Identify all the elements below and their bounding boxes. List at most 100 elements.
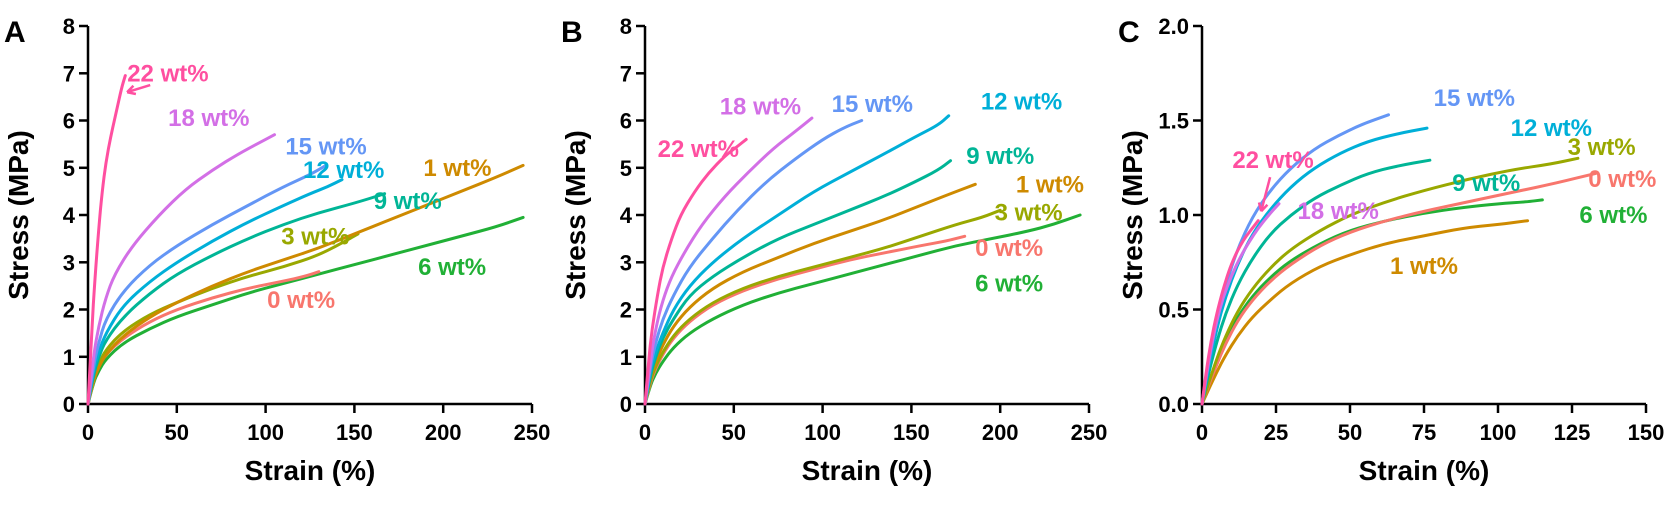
y-tick-label: 5 [620,156,632,181]
y-tick-label: 6 [63,109,75,134]
curve-22wt [1200,219,1260,406]
curve-9wt [643,159,952,406]
y-axis-title: Stress (MPa) [560,130,591,300]
y-tick-label: 1 [63,345,75,370]
series-label-18wt: 18 wt% [1298,198,1379,225]
y-tick-label: 8 [63,14,75,39]
series-label-15wt: 15 wt% [285,134,366,161]
annotation-arrow-head-22wt [126,90,137,96]
annotation-arrow-head-22wt [1257,202,1263,212]
curve-1wt [1200,219,1530,406]
series-label-3wt: 3 wt% [995,200,1063,227]
y-tick-label: 3 [63,250,75,275]
x-tick-label: 250 [514,420,551,445]
y-axis-title: Stress (MPa) [3,130,34,300]
y-tick-label: 1.0 [1158,203,1189,228]
x-axis-title: Strain (%) [245,455,376,486]
annotation-arrow-22wt [1259,176,1272,212]
y-tick-label: 7 [63,61,75,86]
x-tick-label: 100 [804,420,841,445]
series-label-1wt: 1 wt% [1390,253,1458,280]
y-tick-label: 0 [620,392,632,417]
series-label-18wt: 18 wt% [168,105,249,132]
curve-18wt [86,133,276,406]
y-tick-label: 5 [63,156,75,181]
chart-b: 0 50 100 150 200 250 0 1 2 3 4 5 6 7 8 Strain (%) Stress… [560,14,1108,486]
curve-1wt [86,163,525,406]
y-tick-label: 1 [620,345,632,370]
curve-15wt [643,119,864,406]
series-label-12wt: 12 wt% [981,89,1062,116]
y-tick-label: 2 [620,298,632,323]
x-tick-label: 25 [1264,420,1288,445]
x-tick-label: 50 [1338,420,1362,445]
series-label-0wt: 0 wt% [975,235,1043,262]
curve-3wt [86,232,360,406]
series-label-3wt: 3 wt% [281,223,349,250]
panel-letter: A [4,16,26,49]
annotation-arrow-head-22wt [1260,203,1269,213]
panel-letter: C [1118,16,1140,49]
panel-b: 0 50 100 150 200 250 0 1 2 3 4 5 6 7 8 Strain (%) Stress… [557,0,1113,521]
y-tick-label: 0 [63,392,75,417]
curve-9wt [1200,158,1432,406]
series-label-1wt: 1 wt% [1016,171,1084,198]
curve-12wt [643,114,951,406]
x-tick-label: 200 [425,420,462,445]
curve-9wt [86,192,387,406]
curve-6wt [86,215,525,406]
x-tick-label: 75 [1412,420,1436,445]
y-tick-label: 3 [620,250,632,275]
series-label-22wt: 22 wt% [1232,147,1313,174]
x-tick-label: 250 [1071,420,1108,445]
chart-c: 0 25 50 75 100 125 150 0.0 0.5 1.0 1.5 2.0 Strain (%… [1117,14,1664,486]
panel-a: 0 50 100 150 200 250 0 1 2 3 4 5 6 7 8 Strain (%) Stress… [0,0,556,521]
y-tick-label: 0.5 [1158,298,1189,323]
x-tick-label: 0 [1196,420,1208,445]
series-label-6wt: 6 wt% [418,254,486,281]
x-tick-label: 50 [165,420,189,445]
series-label-12wt: 12 wt% [1511,115,1592,142]
series-label-3wt: 3 wt% [1568,134,1636,161]
y-axis-title: Stress (MPa) [1117,130,1148,300]
series-label-9wt: 9 wt% [966,143,1034,170]
x-tick-label: 0 [82,420,94,445]
curve-12wt [86,178,344,406]
series-label-9wt: 9 wt% [1452,170,1520,197]
series-label-22wt: 22 wt% [658,136,739,163]
x-tick-label: 150 [893,420,930,445]
curve-3wt [643,208,1002,406]
annotation-arrow-22wt [126,83,151,94]
curve-6wt [643,213,1082,406]
y-tick-label: 1.5 [1158,109,1189,134]
panel-c: 0 25 50 75 100 125 150 0.0 0.5 1.0 1.5 2.0 Strain (%… [1114,0,1670,521]
annotation-arrow-head-22wt [126,84,135,94]
curve-0wt [1200,171,1598,406]
x-axis-title: Strain (%) [1359,455,1490,486]
series-label-15wt: 15 wt% [1434,85,1515,112]
y-tick-label: 7 [620,61,632,86]
y-tick-label: 4 [63,203,76,228]
curve-18wt [643,116,814,406]
curve-22wt [86,74,127,406]
x-tick-label: 0 [639,420,651,445]
x-tick-label: 100 [247,420,284,445]
series-label-15wt: 15 wt% [832,91,913,118]
series-label-0wt: 0 wt% [1588,166,1656,193]
series-label-22wt: 22 wt% [127,60,208,87]
y-tick-label: 0.0 [1158,392,1189,417]
curve-3wt [1200,156,1580,406]
series-label-9wt: 9 wt% [374,188,442,215]
series-label-18wt: 18 wt% [720,93,801,120]
x-tick-label: 125 [1554,420,1591,445]
y-tick-label: 2 [63,298,75,323]
curve-12wt [1200,126,1429,406]
y-tick-label: 4 [620,203,633,228]
x-tick-label: 200 [982,420,1019,445]
series-label-0wt: 0 wt% [267,287,335,314]
chart-a: 0 50 100 150 200 250 0 1 2 3 4 5 6 7 8 Strain (%) Stress… [3,14,551,486]
y-tick-label: 6 [620,109,632,134]
y-tick-label: 2.0 [1158,14,1189,39]
curve-22wt [643,137,748,406]
